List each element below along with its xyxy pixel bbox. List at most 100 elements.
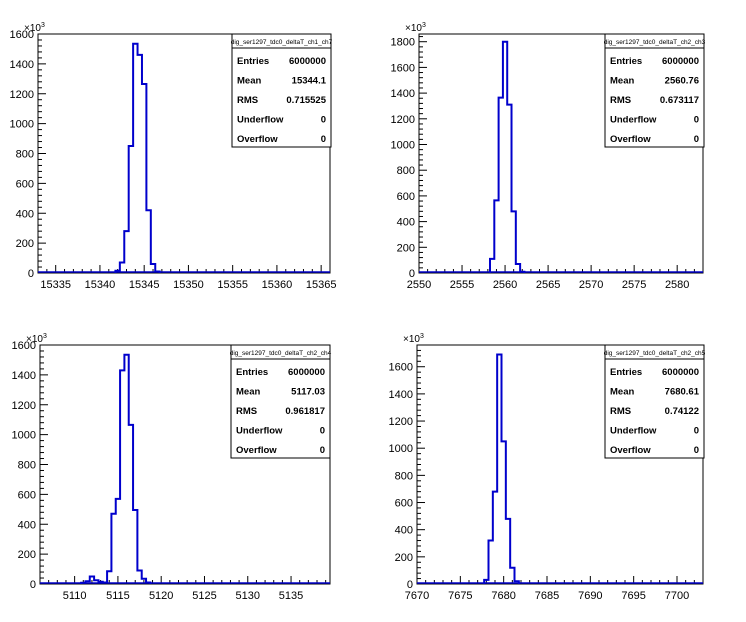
y-tick-label: 400 (16, 208, 34, 220)
y-tick-label: 1400 (10, 59, 34, 71)
y-tick-label: 1400 (391, 88, 415, 100)
stats-box: dig_ser1297_tdc0_deltaT_ch2_ch5 Entries 60… (604, 344, 706, 459)
x-tick-label: 15340 (85, 279, 116, 291)
y-tick-label: 1800 (391, 37, 415, 49)
stats-row-value: 0.715525 (286, 95, 326, 106)
histogram-bin (490, 259, 494, 273)
stats-row-value: 0 (320, 445, 325, 456)
x-tick-label: 5110 (63, 590, 87, 602)
stats-row-label: RMS (610, 406, 631, 417)
y-tick-label: 1600 (391, 62, 415, 74)
y-tick-label: 0 (28, 268, 34, 280)
y-tick-label: 600 (18, 489, 36, 501)
x-tick-label: 15360 (262, 279, 293, 291)
y-tick-label: 1000 (10, 119, 34, 131)
y-tick-label: 1200 (389, 416, 413, 428)
histogram-panel-1: 0 200 400 600 800 1000 1200 1400 1600 15335 15340 1… (10, 22, 337, 291)
stats-row-label: Overflow (236, 445, 277, 456)
stats-row-label: Entries (237, 56, 269, 67)
stats-row-label: Underflow (610, 115, 657, 126)
x-tick-label: 15345 (129, 279, 160, 291)
y-tick-label: 1000 (391, 140, 415, 152)
x-tick-label: 7675 (448, 590, 472, 602)
y-multiplier-label: ×103 (403, 333, 424, 345)
stats-row-label: Mean (610, 387, 634, 398)
stats-row-value: 15344.1 (292, 76, 327, 87)
stats-row-value: 7680.61 (665, 387, 700, 398)
x-tick-label: 7700 (665, 590, 689, 602)
x-tick-label: 7695 (621, 590, 645, 602)
stats-row-value: 6000000 (288, 367, 325, 378)
histogram-outline (114, 42, 161, 273)
y-tick-label: 800 (18, 460, 36, 472)
histogram-bin (510, 568, 514, 584)
x-tick-label: 7685 (535, 590, 559, 602)
stats-row-value: 5117.03 (291, 387, 325, 398)
histogram-bin (493, 492, 497, 584)
stats-row-label: Overflow (610, 445, 651, 456)
stats-row-value: 6000000 (289, 56, 326, 67)
y-tick-label: 0 (30, 579, 36, 591)
stats-row-value: 2560.76 (665, 76, 699, 87)
y-tick-label: 0 (407, 579, 413, 591)
stats-row-value: 0.74122 (665, 406, 699, 417)
y-tick-label: 400 (397, 217, 415, 229)
y-multiplier-label: ×103 (24, 22, 45, 34)
x-tick-label: 2570 (579, 279, 603, 291)
y-multiplier-label: ×103 (26, 333, 47, 345)
y-tick-label: 800 (16, 149, 34, 161)
histogram-outline (80, 353, 152, 584)
stats-row-value: 0 (694, 134, 699, 145)
stats-row-value: 0 (694, 426, 699, 437)
histogram-bin (124, 231, 128, 273)
stats-row-label: Mean (236, 387, 260, 398)
histogram-bin (133, 44, 137, 273)
x-tick-label: 15335 (40, 279, 71, 291)
y-tick-label: 600 (395, 498, 413, 510)
histogram-bin (137, 571, 141, 584)
stats-box-frame (604, 344, 705, 459)
x-tick-label: 7680 (491, 590, 515, 602)
histogram-bin (120, 370, 124, 584)
histogram-bin (129, 425, 133, 584)
histogram-bin (116, 499, 120, 584)
y-tick-label: 1400 (12, 370, 36, 382)
histogram-bin (138, 55, 142, 273)
y-tick-label: 1000 (389, 443, 413, 455)
histogram-bin (502, 441, 506, 584)
y-multiplier-exponent: 3 (422, 22, 426, 29)
histogram-bin (489, 541, 493, 584)
y-tick-label: 600 (397, 191, 415, 203)
x-tick-label: 15350 (173, 279, 204, 291)
y-tick-label: 400 (18, 519, 36, 531)
y-tick-label: 800 (397, 165, 415, 177)
y-tick-label: 1200 (391, 114, 415, 126)
y-tick-label: 1600 (389, 362, 413, 374)
x-tick-label: 15365 (306, 279, 337, 291)
y-tick-label: 200 (397, 242, 415, 254)
y-multiplier-exponent: 3 (43, 333, 47, 340)
histogram-bin (497, 355, 501, 584)
stats-row-label: RMS (610, 95, 631, 106)
y-multiplier-exponent: 3 (41, 22, 45, 29)
stats-box-frame (604, 33, 705, 148)
y-tick-label: 1600 (10, 29, 34, 41)
histogram-bin (512, 211, 516, 273)
plot-frame (418, 33, 704, 274)
x-tick-label: 5125 (192, 590, 216, 602)
stats-row-value: 0.961817 (285, 406, 325, 417)
y-tick-label: 0 (409, 268, 415, 280)
stats-box-frame (230, 344, 331, 459)
y-tick-label: 1600 (12, 340, 36, 352)
stats-box: dig_ser1297_tdc0_deltaT_ch1_ch7 Entries 60… (231, 33, 333, 148)
histogram-bin (146, 210, 150, 273)
x-tick-label: 2565 (536, 279, 560, 291)
y-tick-label: 400 (395, 525, 413, 537)
stats-row-value: 0 (694, 115, 699, 126)
histogram-bin (499, 98, 503, 273)
stats-row-label: Underflow (610, 426, 657, 437)
y-multiplier-label: ×103 (405, 22, 426, 34)
stats-row-label: Overflow (610, 134, 651, 145)
stats-row-label: Overflow (237, 134, 278, 145)
